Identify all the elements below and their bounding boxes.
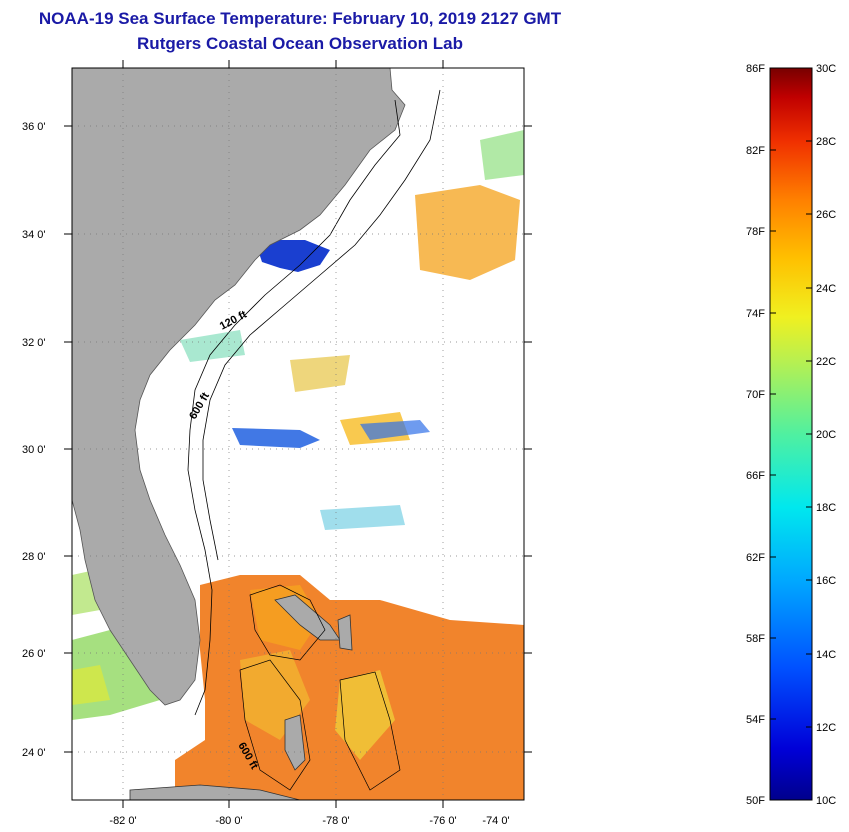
colorbar [769, 67, 813, 801]
lon-label: -82 0' [109, 815, 136, 827]
map-frame [71, 67, 525, 801]
colorbar-f-label: 86F [746, 63, 765, 75]
lon-label: -76 0' [429, 815, 456, 827]
lon-label: -78 0' [322, 815, 349, 827]
colorbar-c-label: 26C [816, 209, 836, 221]
colorbar-f-label: 54F [746, 714, 765, 726]
isobath-line [187, 99, 401, 716]
colorbar-c-label: 16C [816, 575, 836, 587]
colorbar-c-label: 24C [816, 283, 836, 295]
colorbar-c-label: 12C [816, 722, 836, 734]
map-subtitle: Rutgers Coastal Ocean Observation Lab [137, 34, 463, 53]
lon-label: -74 0' [482, 815, 509, 827]
cold-water-patch [232, 428, 320, 448]
colorbar-f-label: 78F [746, 226, 765, 238]
colorbar-c-label: 14C [816, 649, 836, 661]
colorbar-c-label: 28C [816, 136, 836, 148]
lat-label: 28 0' [22, 551, 46, 563]
lat-label: 34 0' [22, 229, 46, 241]
colorbar-c-label: 22C [816, 356, 836, 368]
lon-label: -80 0' [215, 815, 242, 827]
colorbar-f-label: 66F [746, 470, 765, 482]
shelf-water-patch [480, 130, 524, 180]
colorbar-f-label: 70F [746, 389, 765, 401]
colorbar-c-label: 18C [816, 502, 836, 514]
colorbar-c-label: 20C [816, 429, 836, 441]
lat-label: 26 0' [22, 648, 46, 660]
land-cuba [129, 784, 301, 800]
lat-label: 24 0' [22, 747, 46, 759]
map-title: NOAA-19 Sea Surface Temperature: Februar… [38, 9, 562, 28]
isobath-line [202, 89, 441, 561]
land-bahamas [284, 714, 306, 771]
isobath-line [339, 671, 401, 791]
colorbar-f-label: 62F [746, 552, 765, 564]
colorbar-c-label: 10C [816, 795, 836, 807]
shelf-water-patch [72, 665, 110, 705]
warm-water-patch [290, 355, 350, 392]
warm-water-patch [415, 185, 520, 280]
colorbar-f-label: 74F [746, 308, 765, 320]
isobath-line [249, 584, 326, 661]
colorbar-f-label: 58F [746, 633, 765, 645]
map-grid [72, 68, 524, 800]
lat-label: 30 0' [22, 444, 46, 456]
colorbar-ticks [770, 140, 812, 728]
colorbar-c-label: 30C [816, 63, 836, 75]
shelf-water-patch [320, 505, 405, 530]
warm-water-patch [335, 670, 395, 760]
cold-water-patch [258, 240, 330, 272]
land-bahamas [337, 614, 353, 651]
lat-label: 32 0' [22, 337, 46, 349]
lat-label: 36 0' [22, 121, 46, 133]
map-ticks [64, 60, 532, 808]
isobath-line [239, 659, 311, 791]
map-content [72, 68, 524, 800]
colorbar-f-label: 50F [746, 795, 765, 807]
colorbar-f-label: 82F [746, 145, 765, 157]
cold-water-patch [360, 420, 430, 440]
